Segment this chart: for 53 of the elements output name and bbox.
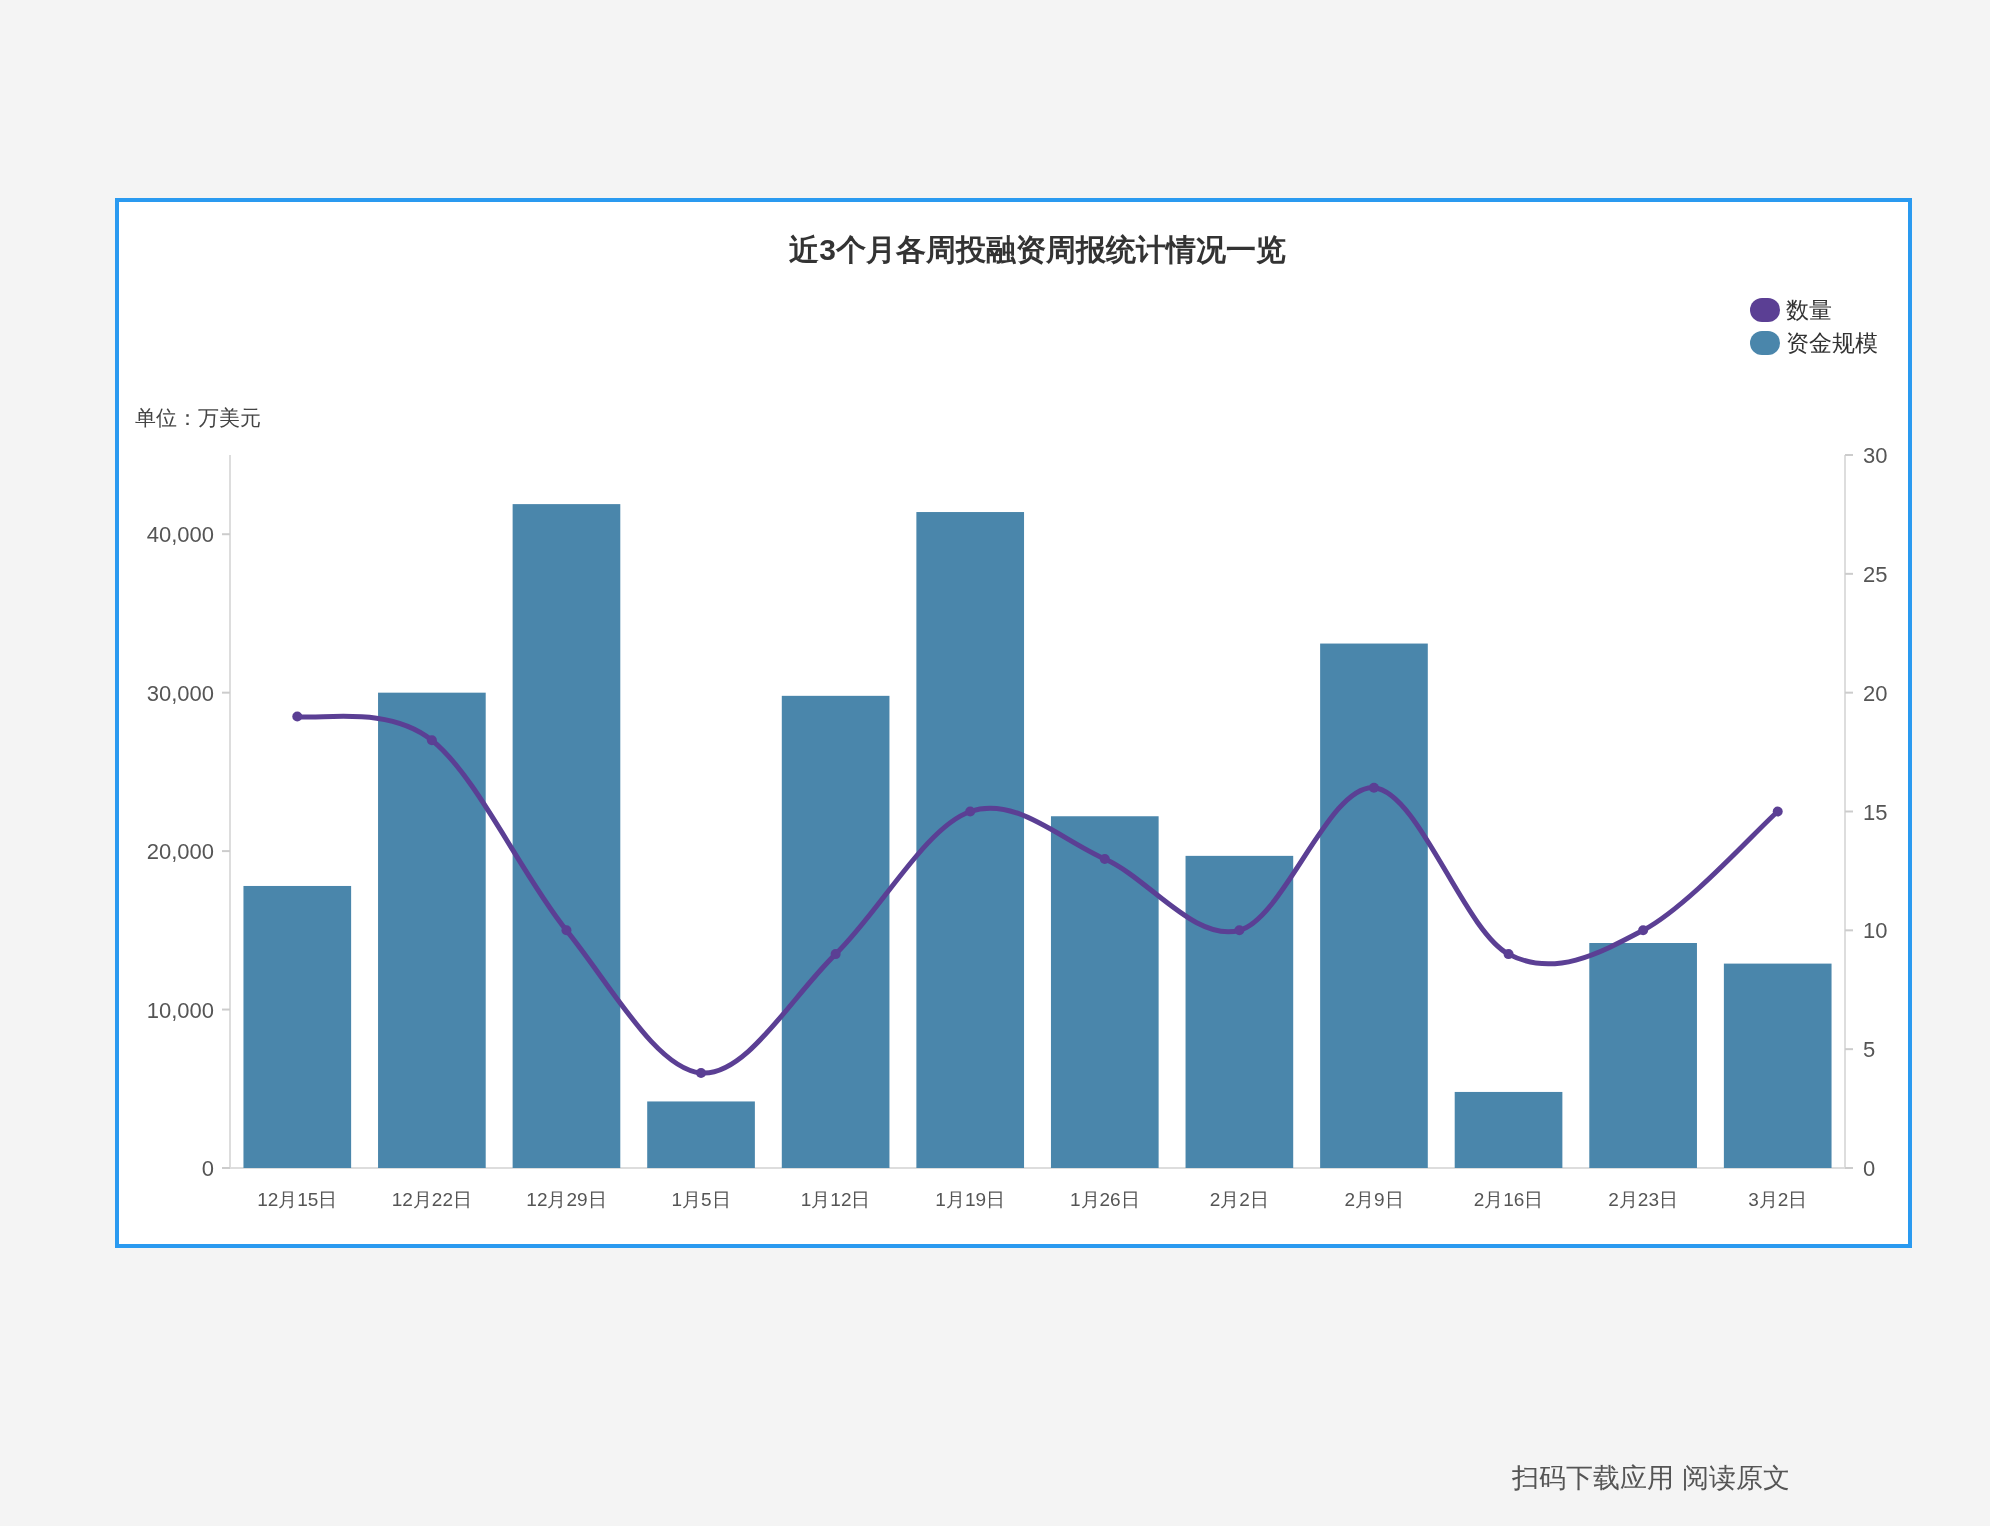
y-tick-label: 30,000 bbox=[146, 680, 214, 706]
point bbox=[830, 949, 841, 960]
y-tick-label: 0 bbox=[201, 1156, 214, 1181]
y2-tick-label: 10 bbox=[1863, 918, 1888, 944]
x-tick-label: 1月19日 bbox=[935, 1189, 1006, 1210]
text: 扫码下载应用 阅读原文 bbox=[1511, 1463, 1790, 1493]
bar bbox=[1454, 1091, 1563, 1168]
x-tick-label: 2月2日 bbox=[1209, 1189, 1269, 1210]
x-tick-label: 2月16日 bbox=[1473, 1189, 1544, 1210]
bar bbox=[1185, 855, 1294, 1168]
x-tick-label: 12月15日 bbox=[257, 1189, 338, 1210]
bar bbox=[1050, 816, 1159, 1168]
point bbox=[1638, 925, 1649, 936]
bar bbox=[916, 512, 1025, 1168]
legend-label: 资金规模 bbox=[1786, 330, 1878, 356]
y-tick-label: 20,000 bbox=[146, 839, 214, 865]
y2-tick-label: 5 bbox=[1863, 1037, 1876, 1063]
y2-tick-label: 0 bbox=[1863, 1156, 1876, 1181]
bar bbox=[1723, 963, 1832, 1168]
x-tick-label: 1月5日 bbox=[671, 1189, 731, 1210]
y2-tick-label: 25 bbox=[1863, 561, 1888, 587]
point bbox=[696, 1067, 707, 1078]
bar bbox=[512, 504, 621, 1168]
bar bbox=[243, 885, 352, 1168]
bar bbox=[647, 1101, 755, 1168]
point bbox=[965, 806, 976, 817]
point bbox=[1503, 949, 1514, 960]
y-tick-label: 40,000 bbox=[146, 522, 214, 548]
point bbox=[426, 735, 437, 746]
x-tick-label: 12月29日 bbox=[526, 1189, 607, 1210]
x-tick-label: 2月9日 bbox=[1344, 1189, 1404, 1210]
bar bbox=[1320, 643, 1428, 1168]
y2-tick-label: 20 bbox=[1863, 680, 1888, 706]
point bbox=[1234, 925, 1245, 936]
point bbox=[1772, 806, 1783, 817]
x-tick-label: 1月26日 bbox=[1069, 1189, 1140, 1210]
y-tick-label: 10,000 bbox=[146, 997, 214, 1023]
bar bbox=[781, 695, 890, 1168]
bar bbox=[1589, 943, 1697, 1168]
bar bbox=[378, 692, 486, 1168]
x-tick-label: 1月12日 bbox=[800, 1189, 871, 1210]
point bbox=[1099, 854, 1110, 865]
chart-title: 近3个月各周投融资周报统计情况一览 bbox=[789, 233, 1286, 266]
x-tick-label: 12月22日 bbox=[391, 1189, 473, 1210]
y2-tick-label: 15 bbox=[1863, 799, 1888, 825]
legend-label: 数量 bbox=[1786, 297, 1832, 323]
point bbox=[561, 925, 572, 936]
x-tick-label: 3月2日 bbox=[1748, 1189, 1808, 1210]
point bbox=[1368, 782, 1379, 793]
point bbox=[292, 711, 303, 722]
x-tick-label: 2月23日 bbox=[1608, 1189, 1678, 1210]
y2-tick-label: 30 bbox=[1863, 443, 1888, 468]
y-axis-title: 单位：万美元 bbox=[135, 406, 261, 429]
